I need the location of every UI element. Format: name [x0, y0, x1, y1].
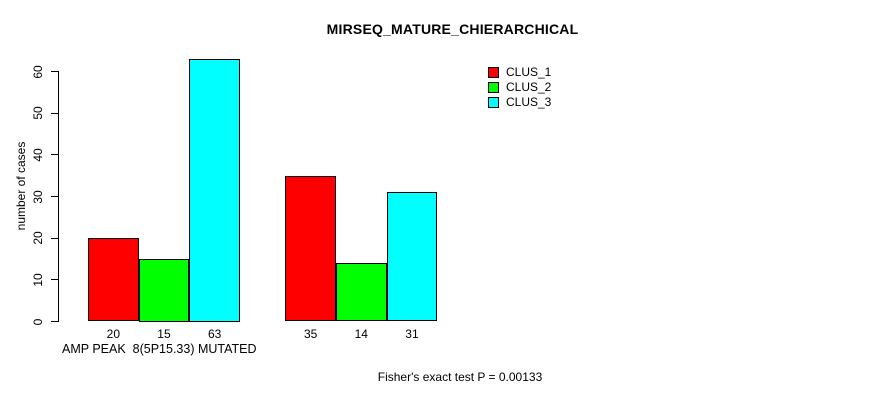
bar-clus_2-group2 — [335, 263, 387, 322]
legend-swatch-clus_2 — [488, 81, 499, 93]
x-axis-group-label: AMP PEAK 8(5P15.33) MUTATED — [62, 342, 257, 356]
legend-label-clus_2: CLUS_2 — [506, 80, 552, 94]
bar-value-label-group2-clus_2: 14 — [354, 327, 368, 341]
legend-item-clus_1: CLUS_1 — [488, 66, 551, 78]
y-tick-mark-10 — [51, 279, 58, 281]
legend-label-clus_3: CLUS_3 — [506, 95, 552, 109]
bar-clus_1-group1 — [88, 238, 139, 322]
y-tick-label-30: 30 — [31, 189, 45, 204]
bar-value-label-group2-clus_3: 31 — [405, 327, 419, 341]
bar-value-label-group2-clus_1: 35 — [303, 327, 318, 341]
bar-clus_3-group2 — [386, 192, 438, 322]
y-tick-mark-60 — [51, 71, 58, 72]
y-tick-label-0: 0 — [31, 318, 45, 325]
bar-clus_2-group1 — [138, 259, 190, 322]
legend-item-clus_3: CLUS_3 — [488, 96, 551, 108]
y-tick-mark-40 — [51, 154, 58, 156]
y-axis-line — [58, 71, 59, 322]
legend-swatch-clus_3 — [488, 96, 499, 108]
y-tick-label-20: 20 — [31, 231, 45, 245]
legend-item-clus_2: CLUS_2 — [488, 81, 551, 93]
y-tick-mark-20 — [51, 237, 58, 239]
y-tick-label-60: 60 — [31, 64, 45, 79]
y-tick-label-40: 40 — [31, 148, 45, 162]
bar-clus_3-group1 — [189, 59, 240, 322]
legend-swatch-clus_1 — [488, 66, 499, 78]
y-tick-mark-30 — [51, 196, 58, 197]
y-tick-mark-50 — [51, 112, 58, 114]
chart-title: MIRSEQ_MATURE_CHIERARCHICAL — [326, 21, 579, 37]
bar-value-label-group1-clus_1: 20 — [106, 327, 120, 341]
y-tick-label-10: 10 — [31, 273, 45, 287]
bar-value-label-group1-clus_2: 15 — [157, 327, 171, 341]
y-tick-mark-0 — [51, 321, 58, 322]
bar-clus_1-group2 — [285, 175, 336, 322]
bar-value-label-group1-clus_3: 63 — [207, 327, 222, 341]
y-axis-label: number of cases — [14, 141, 28, 231]
legend-label-clus_1: CLUS_1 — [506, 65, 552, 79]
fisher-test-annotation: Fisher's exact test P = 0.00133 — [377, 370, 543, 384]
y-tick-label-50: 50 — [31, 106, 45, 120]
